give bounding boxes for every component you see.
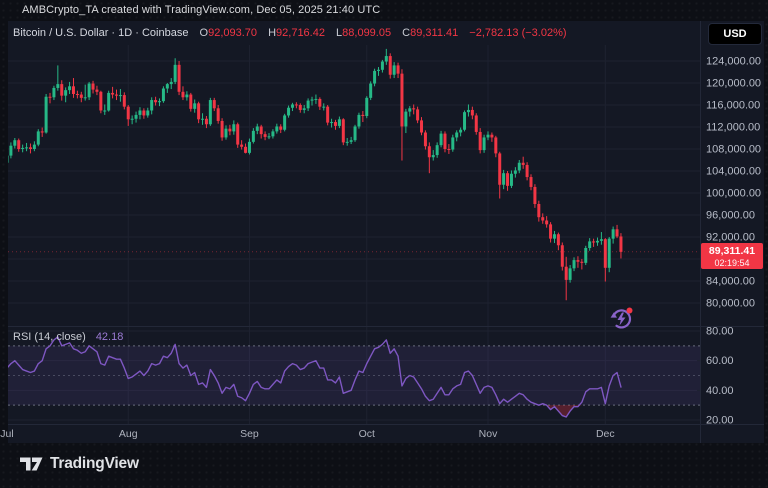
close-value: 89,311.41 — [410, 27, 459, 39]
price-tick-label: 116,000.00 — [706, 100, 760, 112]
time-axis-label: Sep — [240, 428, 259, 440]
price-tick-label: 96,000.00 — [706, 210, 755, 222]
rsi-line — [8, 336, 622, 418]
attribution-text: AMBCrypto_TA created with TradingView.co… — [22, 4, 381, 16]
bar-countdown: 02:19:54 — [714, 257, 750, 268]
open-label: O — [199, 27, 209, 39]
time-axis-label: Oct — [359, 428, 375, 440]
currency-toggle-usd[interactable]: USD — [708, 23, 762, 45]
lightning-bolt-icon — [617, 312, 626, 326]
rsi-tick-label: 40.00 — [706, 385, 734, 397]
price-tick-label: 100,000.00 — [706, 188, 761, 200]
rsi-oversold-fill — [8, 405, 621, 418]
close-label: C — [402, 27, 411, 39]
tradingview-logo[interactable]: TradingView — [20, 455, 139, 473]
price-tick-label: 80,000.00 — [706, 298, 755, 310]
price-tick-label: 104,000.00 — [706, 166, 761, 178]
open-value: 92,093.70 — [208, 27, 258, 39]
rsi-layer — [8, 336, 622, 418]
low-label: L — [336, 27, 343, 39]
last-price-value: 89,311.41 — [708, 245, 756, 257]
last-price-label: 89,311.41 02:19:54 — [701, 243, 763, 269]
price-tick-label: 124,000.00 — [706, 56, 761, 68]
time-axis-label: Aug — [119, 428, 138, 440]
change-value: −2,782.13 (−3.02%) — [469, 27, 567, 39]
low-value: 88,099.05 — [342, 27, 392, 39]
price-tick-label: 120,000.00 — [706, 78, 761, 90]
rsi-indicator-label: RSI (14, close) — [13, 331, 86, 343]
high-label: H — [268, 27, 277, 39]
rsi-tick-label: 80.00 — [706, 326, 734, 338]
arrowhead — [610, 312, 617, 318]
circular-arrow-icon — [612, 309, 632, 329]
price-tick-label: 84,000.00 — [706, 276, 755, 288]
time-axis-label: Dec — [596, 428, 615, 440]
high-value: 92,716.42 — [276, 27, 325, 39]
price-tick-label: 108,000.00 — [706, 144, 761, 156]
rsi-value: 42.18 — [95, 331, 124, 343]
replay-bolt-icon[interactable] — [607, 303, 637, 333]
tradingview-mark-icon — [20, 457, 43, 471]
rsi-indicator-row[interactable]: RSI (14, close) 42.18 — [13, 331, 123, 343]
time-axis-label: Jul — [0, 428, 13, 440]
time-axis-label: Nov — [479, 428, 498, 440]
tradingview-wordmark: TradingView — [50, 455, 139, 472]
price-tick-label: 112,000.00 — [706, 122, 760, 134]
rsi-tick-label: 60.00 — [706, 355, 734, 367]
price-tick-label: 92,000.00 — [706, 232, 755, 244]
notification-dot — [626, 307, 633, 314]
chart-panel — [8, 21, 764, 443]
rsi-tick-label: 20.00 — [706, 414, 734, 426]
candles-layer — [8, 48, 623, 301]
symbol-info-row: Bitcoin / U.S. Dollar · 1D · Coinbase O9… — [13, 27, 567, 39]
symbol-title[interactable]: Bitcoin / U.S. Dollar · 1D · Coinbase — [13, 27, 189, 39]
